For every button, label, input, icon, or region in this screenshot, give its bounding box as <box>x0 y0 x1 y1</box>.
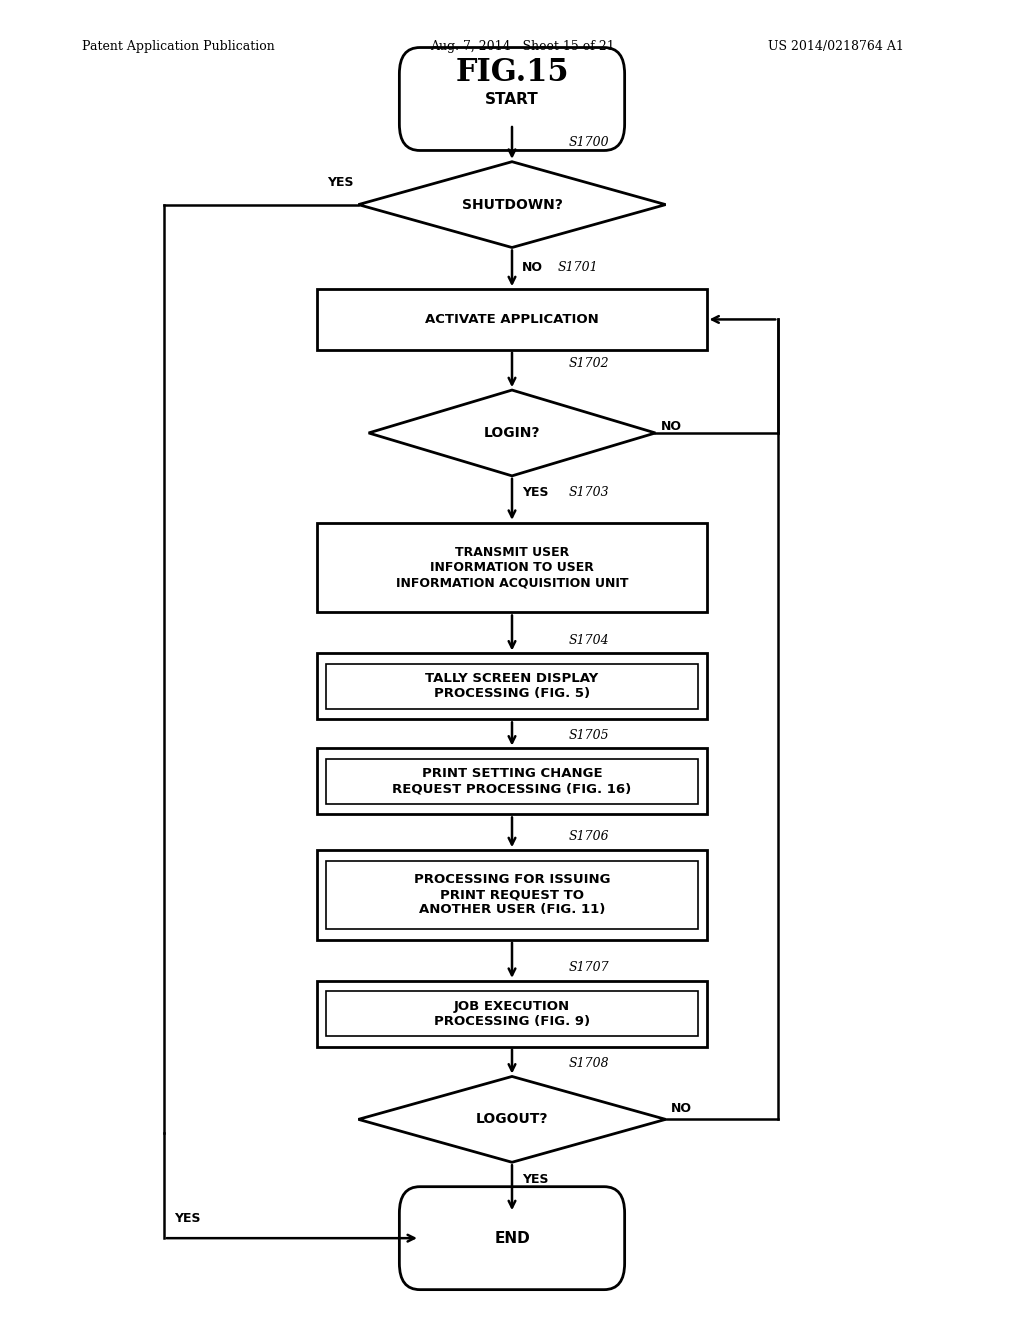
Text: S1700: S1700 <box>568 136 609 149</box>
Bar <box>317 981 707 1047</box>
Text: S1704: S1704 <box>568 634 609 647</box>
Text: ACTIVATE APPLICATION: ACTIVATE APPLICATION <box>425 313 599 326</box>
Text: START: START <box>485 91 539 107</box>
Text: Aug. 7, 2014   Sheet 15 of 21: Aug. 7, 2014 Sheet 15 of 21 <box>430 40 614 53</box>
Bar <box>317 653 707 719</box>
Polygon shape <box>369 391 655 475</box>
Text: LOGIN?: LOGIN? <box>483 426 541 440</box>
Text: S1708: S1708 <box>568 1057 609 1069</box>
Text: PROCESSING FOR ISSUING
PRINT REQUEST TO
ANOTHER USER (FIG. 11): PROCESSING FOR ISSUING PRINT REQUEST TO … <box>414 874 610 916</box>
Bar <box>326 664 698 709</box>
Text: US 2014/0218764 A1: US 2014/0218764 A1 <box>768 40 904 53</box>
Text: S1706: S1706 <box>568 830 609 843</box>
Bar <box>317 850 707 940</box>
Bar <box>326 991 698 1036</box>
Text: S1705: S1705 <box>568 729 609 742</box>
Text: S1702: S1702 <box>568 358 609 370</box>
Text: S1707: S1707 <box>568 961 609 974</box>
Text: NO: NO <box>671 1102 692 1115</box>
Text: END: END <box>495 1230 529 1246</box>
Text: TALLY SCREEN DISPLAY
PROCESSING (FIG. 5): TALLY SCREEN DISPLAY PROCESSING (FIG. 5) <box>425 672 599 701</box>
Polygon shape <box>358 1077 666 1163</box>
Bar <box>326 861 698 929</box>
Text: LOGOUT?: LOGOUT? <box>476 1113 548 1126</box>
Text: NO: NO <box>660 420 682 433</box>
Text: S1701: S1701 <box>558 261 599 273</box>
Text: YES: YES <box>522 486 549 499</box>
Text: NO: NO <box>522 261 544 273</box>
FancyBboxPatch shape <box>399 1187 625 1290</box>
Text: FIG.15: FIG.15 <box>456 57 568 88</box>
Bar <box>317 289 707 350</box>
Text: YES: YES <box>327 176 353 189</box>
Text: Patent Application Publication: Patent Application Publication <box>82 40 274 53</box>
Text: S1703: S1703 <box>568 486 609 499</box>
Bar <box>326 759 698 804</box>
Polygon shape <box>358 162 666 248</box>
Text: SHUTDOWN?: SHUTDOWN? <box>462 198 562 211</box>
Text: PRINT SETTING CHANGE
REQUEST PROCESSING (FIG. 16): PRINT SETTING CHANGE REQUEST PROCESSING … <box>392 767 632 796</box>
Text: YES: YES <box>174 1212 201 1225</box>
Text: YES: YES <box>522 1173 549 1185</box>
Bar <box>317 748 707 814</box>
FancyBboxPatch shape <box>399 48 625 150</box>
Bar <box>317 523 707 612</box>
Text: JOB EXECUTION
PROCESSING (FIG. 9): JOB EXECUTION PROCESSING (FIG. 9) <box>434 999 590 1028</box>
Text: TRANSMIT USER
INFORMATION TO USER
INFORMATION ACQUISITION UNIT: TRANSMIT USER INFORMATION TO USER INFORM… <box>395 546 629 589</box>
